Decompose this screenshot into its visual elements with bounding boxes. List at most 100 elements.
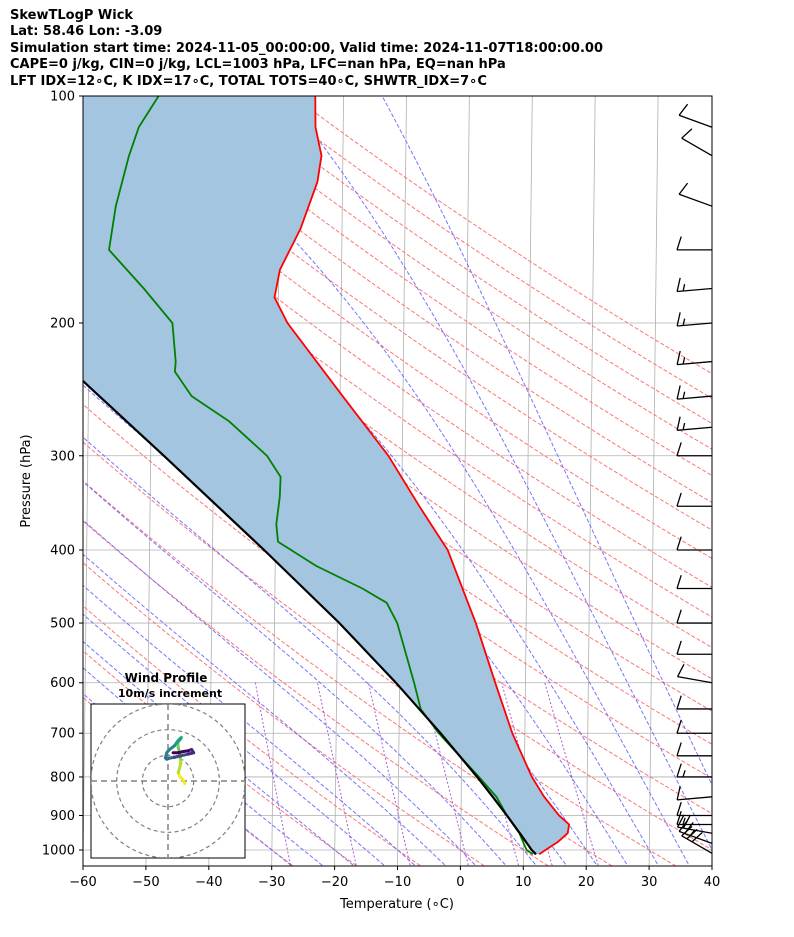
dry-adiabat xyxy=(83,111,712,560)
barb-feather xyxy=(676,810,682,825)
wind-barb xyxy=(676,763,712,778)
wind-barb xyxy=(676,385,713,400)
y-tick-label: 500 xyxy=(50,617,75,632)
hodograph-trace xyxy=(163,735,196,786)
dewpoint-line xyxy=(108,96,534,856)
wind-barb xyxy=(676,350,713,366)
barb-staff xyxy=(677,796,713,801)
hodograph-title: Wind Profile xyxy=(125,671,208,685)
mixing-ratio-line xyxy=(317,682,357,866)
y-tick-label: 400 xyxy=(50,543,75,558)
barb-staff xyxy=(677,287,713,293)
wind-barb xyxy=(676,802,712,817)
barb-feather xyxy=(689,829,696,836)
mixing-ratio-line xyxy=(254,682,292,866)
moist-adiabat xyxy=(83,613,386,866)
barb-feather xyxy=(682,284,686,292)
x-tick-label: −20 xyxy=(321,875,348,890)
barb-feather xyxy=(676,416,681,431)
barb-feather xyxy=(676,575,682,589)
barb-feather xyxy=(682,357,686,365)
barb-staff xyxy=(681,137,713,157)
barb-feather xyxy=(676,786,681,800)
x-tick-label: 30 xyxy=(641,875,658,890)
barb-feather xyxy=(682,817,686,825)
barb-feather xyxy=(676,277,681,292)
wind-barb xyxy=(676,492,712,507)
wind-barb xyxy=(676,719,712,734)
dry-adiabat xyxy=(83,520,550,866)
barb-staff xyxy=(677,676,713,684)
barb-feather xyxy=(676,312,681,327)
barb-feather xyxy=(676,236,682,251)
moist-adiabat xyxy=(83,640,355,866)
x-tick-label: 10 xyxy=(515,875,532,890)
barb-feather xyxy=(676,663,685,677)
dry-adiabat xyxy=(83,605,422,866)
barb-feather xyxy=(676,492,682,507)
dry-adiabat xyxy=(83,562,486,866)
barb-feather xyxy=(676,609,682,624)
barb-staff xyxy=(677,322,713,327)
cape-fill xyxy=(83,96,570,855)
wind-barb xyxy=(676,810,712,826)
wind-barbs xyxy=(676,103,713,854)
mixing-ratio-line xyxy=(544,682,599,866)
wind-barb xyxy=(676,536,712,551)
isotherm-line xyxy=(711,831,712,866)
parcel-line xyxy=(83,379,537,856)
wind-barb xyxy=(676,442,712,457)
y-tick-label: 700 xyxy=(50,727,75,742)
y-tick-label: 300 xyxy=(50,449,75,464)
barb-staff xyxy=(678,193,713,207)
profile-lines xyxy=(83,96,571,856)
stability-indices: LFT IDX=12∘C, K IDX=17∘C, TOTAL TOTS=40∘… xyxy=(10,73,487,89)
barb-feather xyxy=(682,318,686,326)
convective-indices: CAPE=0 j/kg, CIN=0 j/kg, LCL=1003 hPa, L… xyxy=(10,57,506,73)
moist-adiabat xyxy=(83,436,538,866)
barb-feather xyxy=(676,442,682,456)
x-axis-label: Temperature (∘C) xyxy=(339,897,454,912)
moist-adiabat xyxy=(83,481,508,866)
simulation-times: Simulation start time: 2024-11-05_00:00:… xyxy=(10,40,603,56)
wind-barb xyxy=(678,103,713,128)
moist-adiabat xyxy=(83,154,660,866)
x-tick-label: 0 xyxy=(456,875,464,890)
x-tick-label: 20 xyxy=(578,875,595,890)
dry-adiabat xyxy=(194,96,712,450)
dry-adiabat xyxy=(83,170,712,618)
wind-barb xyxy=(676,277,713,293)
dry-adiabat xyxy=(83,441,677,866)
barb-feather xyxy=(676,719,682,734)
barb-staff xyxy=(677,426,713,431)
station-coordinates: Lat: 58.46 Lon: -3.09 xyxy=(10,24,163,40)
moist-adiabat xyxy=(83,667,324,866)
hodograph-rings xyxy=(91,704,245,858)
barb-feather xyxy=(676,763,682,778)
wind-barb xyxy=(676,742,712,757)
x-tick-label: −30 xyxy=(258,875,285,890)
moist-adiabat xyxy=(83,553,447,866)
y-axis-label: Pressure (hPa) xyxy=(19,434,34,527)
wind-barb xyxy=(676,575,712,590)
moist-adiabat xyxy=(145,96,690,866)
y-tick-label: 100 xyxy=(50,90,75,105)
dry-adiabat xyxy=(96,96,712,531)
barb-feather xyxy=(682,770,686,778)
mixing-ratio-line xyxy=(422,682,470,866)
hodograph: Wind Profile 10m/s increment xyxy=(90,671,246,859)
wind-barb xyxy=(676,640,712,655)
y-tick-label: 600 xyxy=(50,676,75,691)
isotherm-line xyxy=(648,96,659,866)
barb-feather xyxy=(691,831,703,843)
y-tick-label: 900 xyxy=(50,809,75,824)
y-tick-label: 200 xyxy=(50,316,75,331)
barb-staff xyxy=(681,835,713,854)
moist-adiabat xyxy=(83,519,477,866)
header: SkewTLogP Wick Lat: 58.46 Lon: -3.09 Sim… xyxy=(10,8,603,90)
barb-feather xyxy=(676,350,681,365)
dry-adiabat xyxy=(83,650,358,866)
wind-barb xyxy=(676,609,712,624)
barb-feather xyxy=(678,182,689,195)
